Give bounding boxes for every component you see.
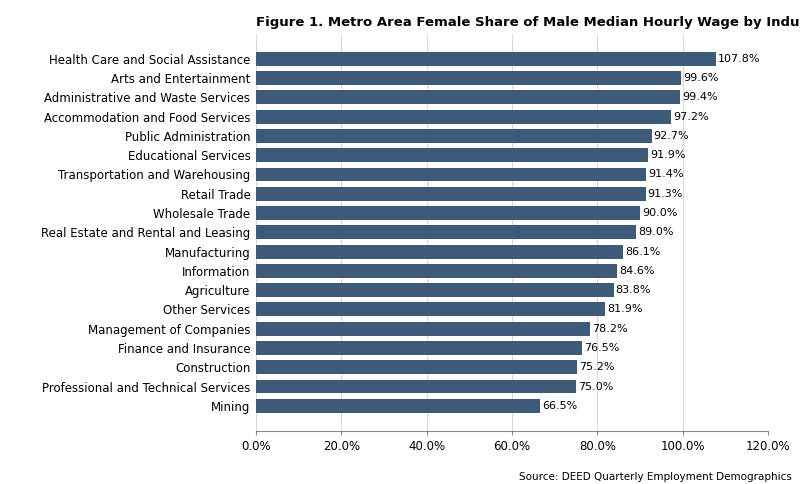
Bar bbox=[256, 244, 623, 258]
Bar bbox=[256, 226, 636, 239]
Bar bbox=[256, 322, 590, 335]
Bar bbox=[256, 399, 540, 413]
Bar bbox=[256, 110, 670, 123]
Text: 97.2%: 97.2% bbox=[673, 112, 709, 121]
Text: 76.5%: 76.5% bbox=[585, 343, 620, 353]
Text: 99.6%: 99.6% bbox=[683, 73, 718, 83]
Bar bbox=[256, 148, 648, 162]
Title: Figure 1. Metro Area Female Share of Male Median Hourly Wage by Industry, 2020: Figure 1. Metro Area Female Share of Mal… bbox=[256, 15, 800, 29]
Text: 66.5%: 66.5% bbox=[542, 401, 577, 411]
Bar bbox=[256, 302, 606, 317]
Bar bbox=[256, 264, 617, 278]
Text: 83.8%: 83.8% bbox=[616, 285, 651, 295]
Text: 89.0%: 89.0% bbox=[638, 227, 674, 237]
Text: 91.9%: 91.9% bbox=[650, 150, 686, 160]
Text: 107.8%: 107.8% bbox=[718, 54, 761, 64]
Bar bbox=[256, 167, 646, 182]
Bar bbox=[256, 379, 576, 393]
Bar bbox=[256, 71, 681, 85]
Text: 91.3%: 91.3% bbox=[648, 189, 683, 199]
Bar bbox=[256, 206, 640, 220]
Bar bbox=[256, 52, 716, 66]
Bar bbox=[256, 360, 577, 374]
Bar bbox=[256, 129, 651, 143]
Bar bbox=[256, 341, 582, 355]
Text: 92.7%: 92.7% bbox=[654, 131, 690, 141]
Text: 99.4%: 99.4% bbox=[682, 92, 718, 103]
Text: 84.6%: 84.6% bbox=[619, 266, 654, 276]
Text: 90.0%: 90.0% bbox=[642, 208, 678, 218]
Text: 86.1%: 86.1% bbox=[626, 246, 661, 257]
Text: 75.2%: 75.2% bbox=[579, 362, 614, 372]
Text: 75.0%: 75.0% bbox=[578, 381, 614, 392]
Text: 91.4%: 91.4% bbox=[648, 169, 684, 180]
Bar bbox=[256, 283, 614, 297]
Text: 78.2%: 78.2% bbox=[592, 324, 627, 333]
Bar bbox=[256, 187, 646, 201]
Text: Source: DEED Quarterly Employment Demographics: Source: DEED Quarterly Employment Demogr… bbox=[519, 471, 792, 482]
Bar bbox=[256, 91, 680, 105]
Text: 81.9%: 81.9% bbox=[607, 304, 643, 315]
